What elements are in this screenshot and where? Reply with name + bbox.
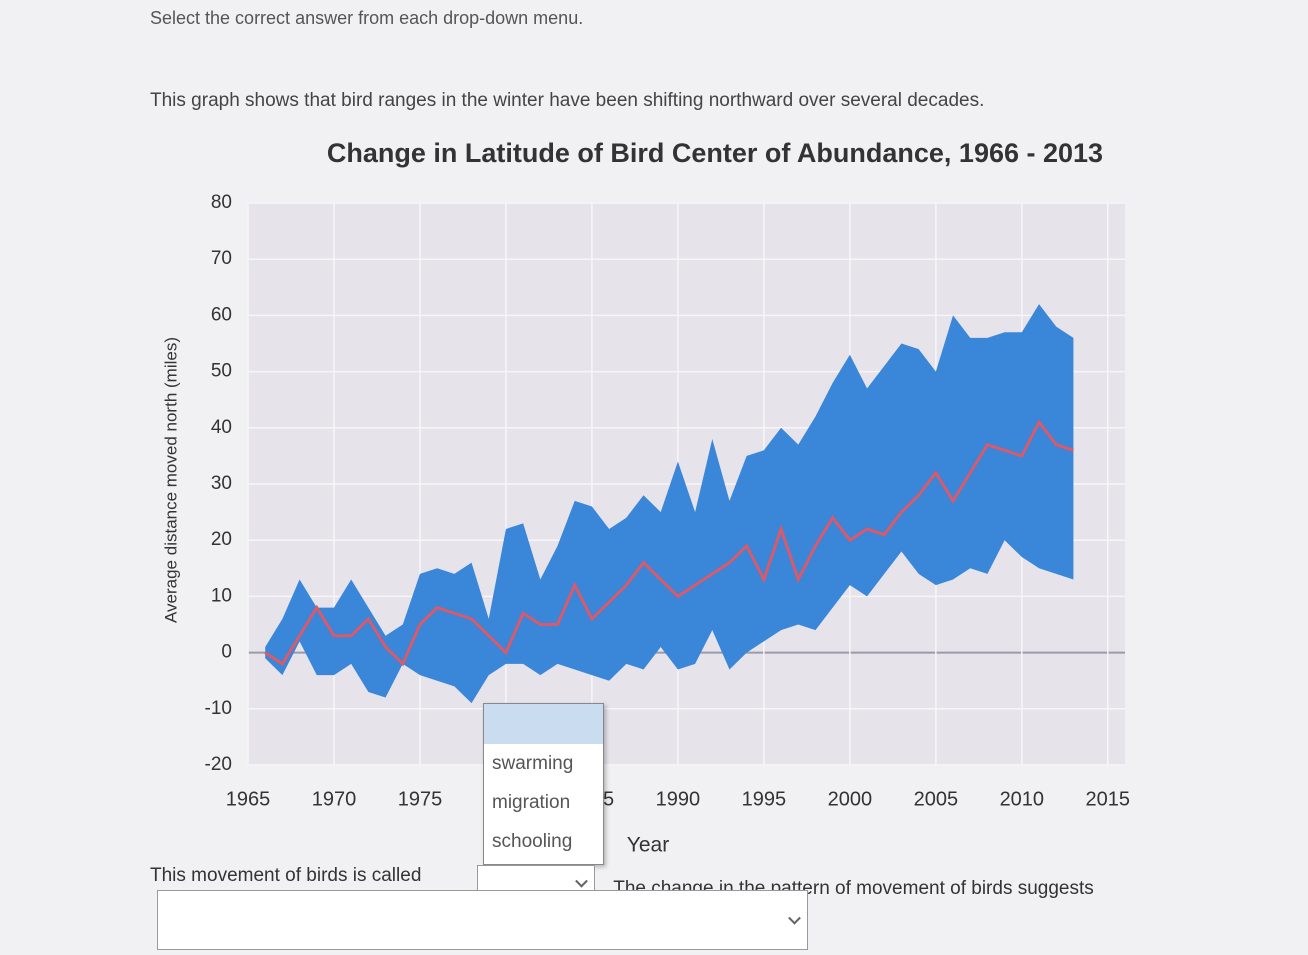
y-tick-label: 70: [211, 248, 232, 269]
y-tick-label: 40: [211, 417, 232, 438]
instruction: Select the correct answer from each drop…: [150, 8, 584, 28]
x-tick-label: 1965: [226, 788, 271, 810]
range-band: [265, 304, 1074, 704]
x-tick-label: 1970: [312, 788, 357, 810]
x-tick-label: 1995: [742, 788, 787, 810]
dropdown-menu[interactable]: swarming migration schooling: [483, 703, 604, 865]
menu-option[interactable]: swarming: [492, 753, 574, 774]
y-tick-label: 10: [211, 585, 232, 606]
x-tick-label: 1990: [656, 788, 701, 810]
menu-option[interactable]: migration: [492, 792, 571, 813]
dropdown-2[interactable]: [157, 890, 808, 950]
x-tick-label: 2015: [1086, 788, 1131, 810]
prompt: This graph shows that bird ranges in the…: [150, 90, 985, 111]
mean-line: [264, 419, 1074, 667]
y-tick-label: -10: [205, 698, 232, 719]
x-tick-label: 2005: [914, 788, 959, 810]
chart-title: Change in Latitude of Bird Center of Abu…: [327, 138, 1103, 168]
y-tick-label: 60: [211, 304, 232, 325]
y-tick-label: 20: [211, 529, 232, 550]
y-axis-label: Average distance moved north (miles): [161, 337, 180, 623]
y-tick-label: 50: [211, 361, 232, 382]
x-tick-label: 2000: [828, 788, 873, 810]
menu-option[interactable]: schooling: [492, 831, 573, 852]
x-tick-label: 1975: [398, 788, 443, 810]
x-tick-label: 2010: [1000, 788, 1045, 810]
y-tick-label: -20: [205, 754, 232, 775]
question-text: This movement of birds is called: [150, 865, 422, 886]
y-tick-label: 0: [221, 642, 232, 663]
x-axis-label: Year: [627, 834, 669, 857]
y-tick-label: 80: [211, 192, 232, 213]
chart: Change in Latitude of Bird Center of Abu…: [161, 138, 1131, 857]
menu-blank-option[interactable]: [484, 704, 603, 744]
y-tick-label: 30: [211, 473, 232, 494]
